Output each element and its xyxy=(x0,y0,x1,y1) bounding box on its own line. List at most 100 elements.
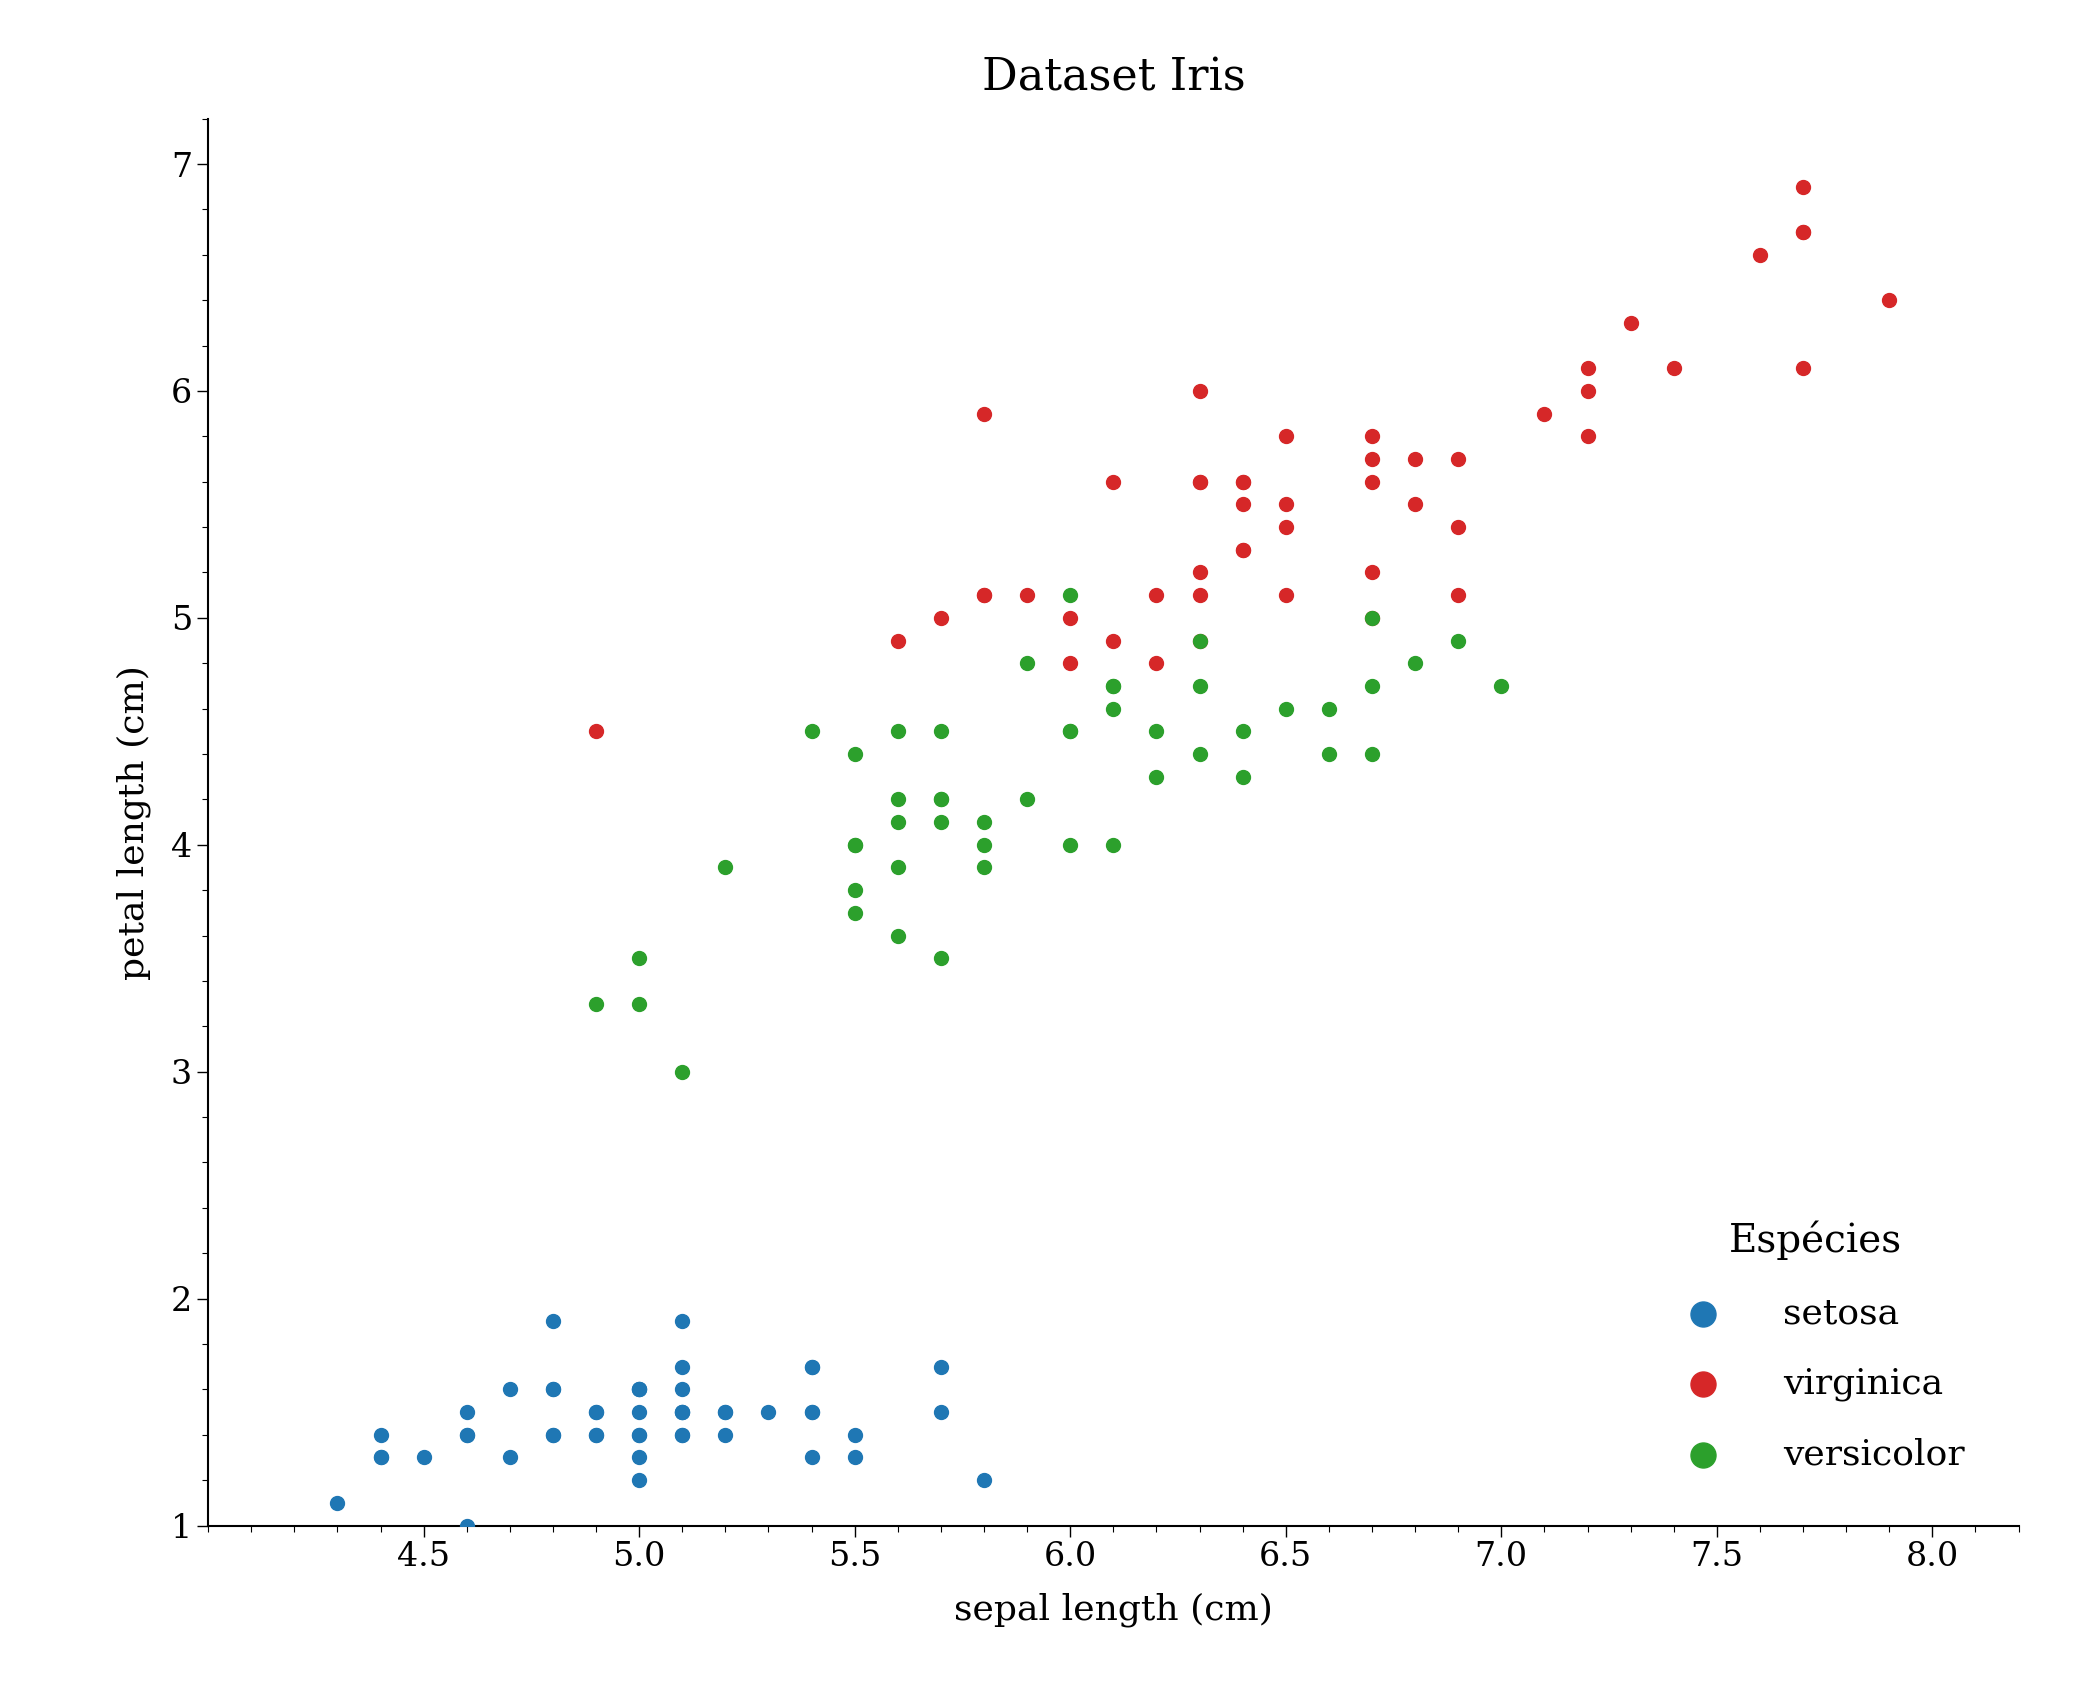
setosa xyxy=(408,1444,441,1471)
versicolor xyxy=(839,831,872,858)
virginica xyxy=(968,581,1001,609)
setosa xyxy=(493,1444,526,1471)
versicolor xyxy=(1053,717,1086,744)
versicolor xyxy=(622,990,656,1017)
virginica xyxy=(1182,559,1215,586)
versicolor xyxy=(1313,695,1346,722)
setosa xyxy=(622,1376,656,1403)
versicolor xyxy=(666,1058,699,1085)
versicolor xyxy=(795,717,828,744)
versicolor xyxy=(880,809,914,836)
versicolor xyxy=(880,786,914,814)
setosa xyxy=(537,1420,570,1448)
setosa xyxy=(622,1376,656,1403)
virginica xyxy=(1355,422,1388,449)
setosa xyxy=(666,1376,699,1403)
setosa xyxy=(710,1398,743,1425)
virginica xyxy=(1785,173,1819,200)
virginica xyxy=(1097,468,1130,495)
setosa xyxy=(579,1398,612,1425)
versicolor xyxy=(839,900,872,927)
virginica xyxy=(1226,536,1259,563)
setosa xyxy=(579,1420,612,1448)
setosa xyxy=(795,1353,828,1380)
versicolor xyxy=(1097,673,1130,700)
virginica xyxy=(1615,308,1648,336)
versicolor xyxy=(924,717,957,744)
setosa xyxy=(666,1398,699,1425)
virginica xyxy=(1571,422,1604,449)
virginica xyxy=(1097,627,1130,654)
setosa xyxy=(579,1398,612,1425)
versicolor xyxy=(1398,649,1432,676)
virginica xyxy=(1140,649,1174,676)
versicolor xyxy=(579,990,612,1017)
setosa xyxy=(795,1353,828,1380)
Title: Dataset Iris: Dataset Iris xyxy=(982,56,1244,100)
versicolor xyxy=(1355,605,1388,632)
virginica xyxy=(968,400,1001,427)
virginica xyxy=(1269,581,1303,609)
setosa xyxy=(666,1353,699,1380)
versicolor xyxy=(1011,649,1045,676)
setosa xyxy=(795,1398,828,1425)
setosa xyxy=(579,1420,612,1448)
versicolor xyxy=(622,944,656,971)
virginica xyxy=(1442,446,1475,473)
versicolor xyxy=(924,944,957,971)
virginica xyxy=(1873,286,1906,314)
versicolor xyxy=(924,786,957,814)
versicolor xyxy=(1053,581,1086,609)
X-axis label: sepal length (cm): sepal length (cm) xyxy=(953,1593,1274,1627)
Y-axis label: petal length (cm): petal length (cm) xyxy=(117,664,152,980)
virginica xyxy=(1355,446,1388,473)
versicolor xyxy=(1355,741,1388,768)
versicolor xyxy=(1269,695,1303,722)
setosa xyxy=(622,1398,656,1425)
versicolor xyxy=(1053,831,1086,858)
versicolor xyxy=(924,786,957,814)
setosa xyxy=(537,1376,570,1403)
setosa xyxy=(795,1444,828,1471)
setosa xyxy=(364,1420,397,1448)
virginica xyxy=(1442,581,1475,609)
versicolor xyxy=(1313,741,1346,768)
setosa xyxy=(449,1420,483,1448)
versicolor xyxy=(1442,627,1475,654)
setosa xyxy=(320,1490,354,1517)
setosa xyxy=(666,1420,699,1448)
versicolor xyxy=(924,809,957,836)
versicolor xyxy=(1097,673,1130,700)
setosa xyxy=(537,1309,570,1336)
virginica xyxy=(1053,605,1086,632)
setosa xyxy=(537,1420,570,1448)
setosa xyxy=(924,1398,957,1425)
versicolor xyxy=(839,876,872,903)
virginica xyxy=(1355,559,1388,586)
virginica xyxy=(1182,468,1215,495)
virginica xyxy=(1785,219,1819,246)
setosa xyxy=(364,1444,397,1471)
setosa xyxy=(666,1309,699,1336)
versicolor xyxy=(1053,717,1086,744)
virginica xyxy=(579,717,612,744)
virginica xyxy=(1785,219,1819,246)
setosa xyxy=(666,1420,699,1448)
virginica xyxy=(1398,492,1432,519)
versicolor xyxy=(1097,695,1130,722)
versicolor xyxy=(880,717,914,744)
setosa xyxy=(449,1420,483,1448)
setosa xyxy=(449,1512,483,1539)
versicolor xyxy=(1355,673,1388,700)
virginica xyxy=(1269,492,1303,519)
setosa xyxy=(537,1376,570,1403)
versicolor xyxy=(1011,786,1045,814)
versicolor xyxy=(968,809,1001,836)
virginica xyxy=(1269,514,1303,541)
virginica xyxy=(1442,514,1475,541)
setosa xyxy=(751,1398,785,1425)
versicolor xyxy=(1226,717,1259,744)
setosa xyxy=(493,1376,526,1403)
versicolor xyxy=(1226,763,1259,790)
setosa xyxy=(449,1398,483,1425)
